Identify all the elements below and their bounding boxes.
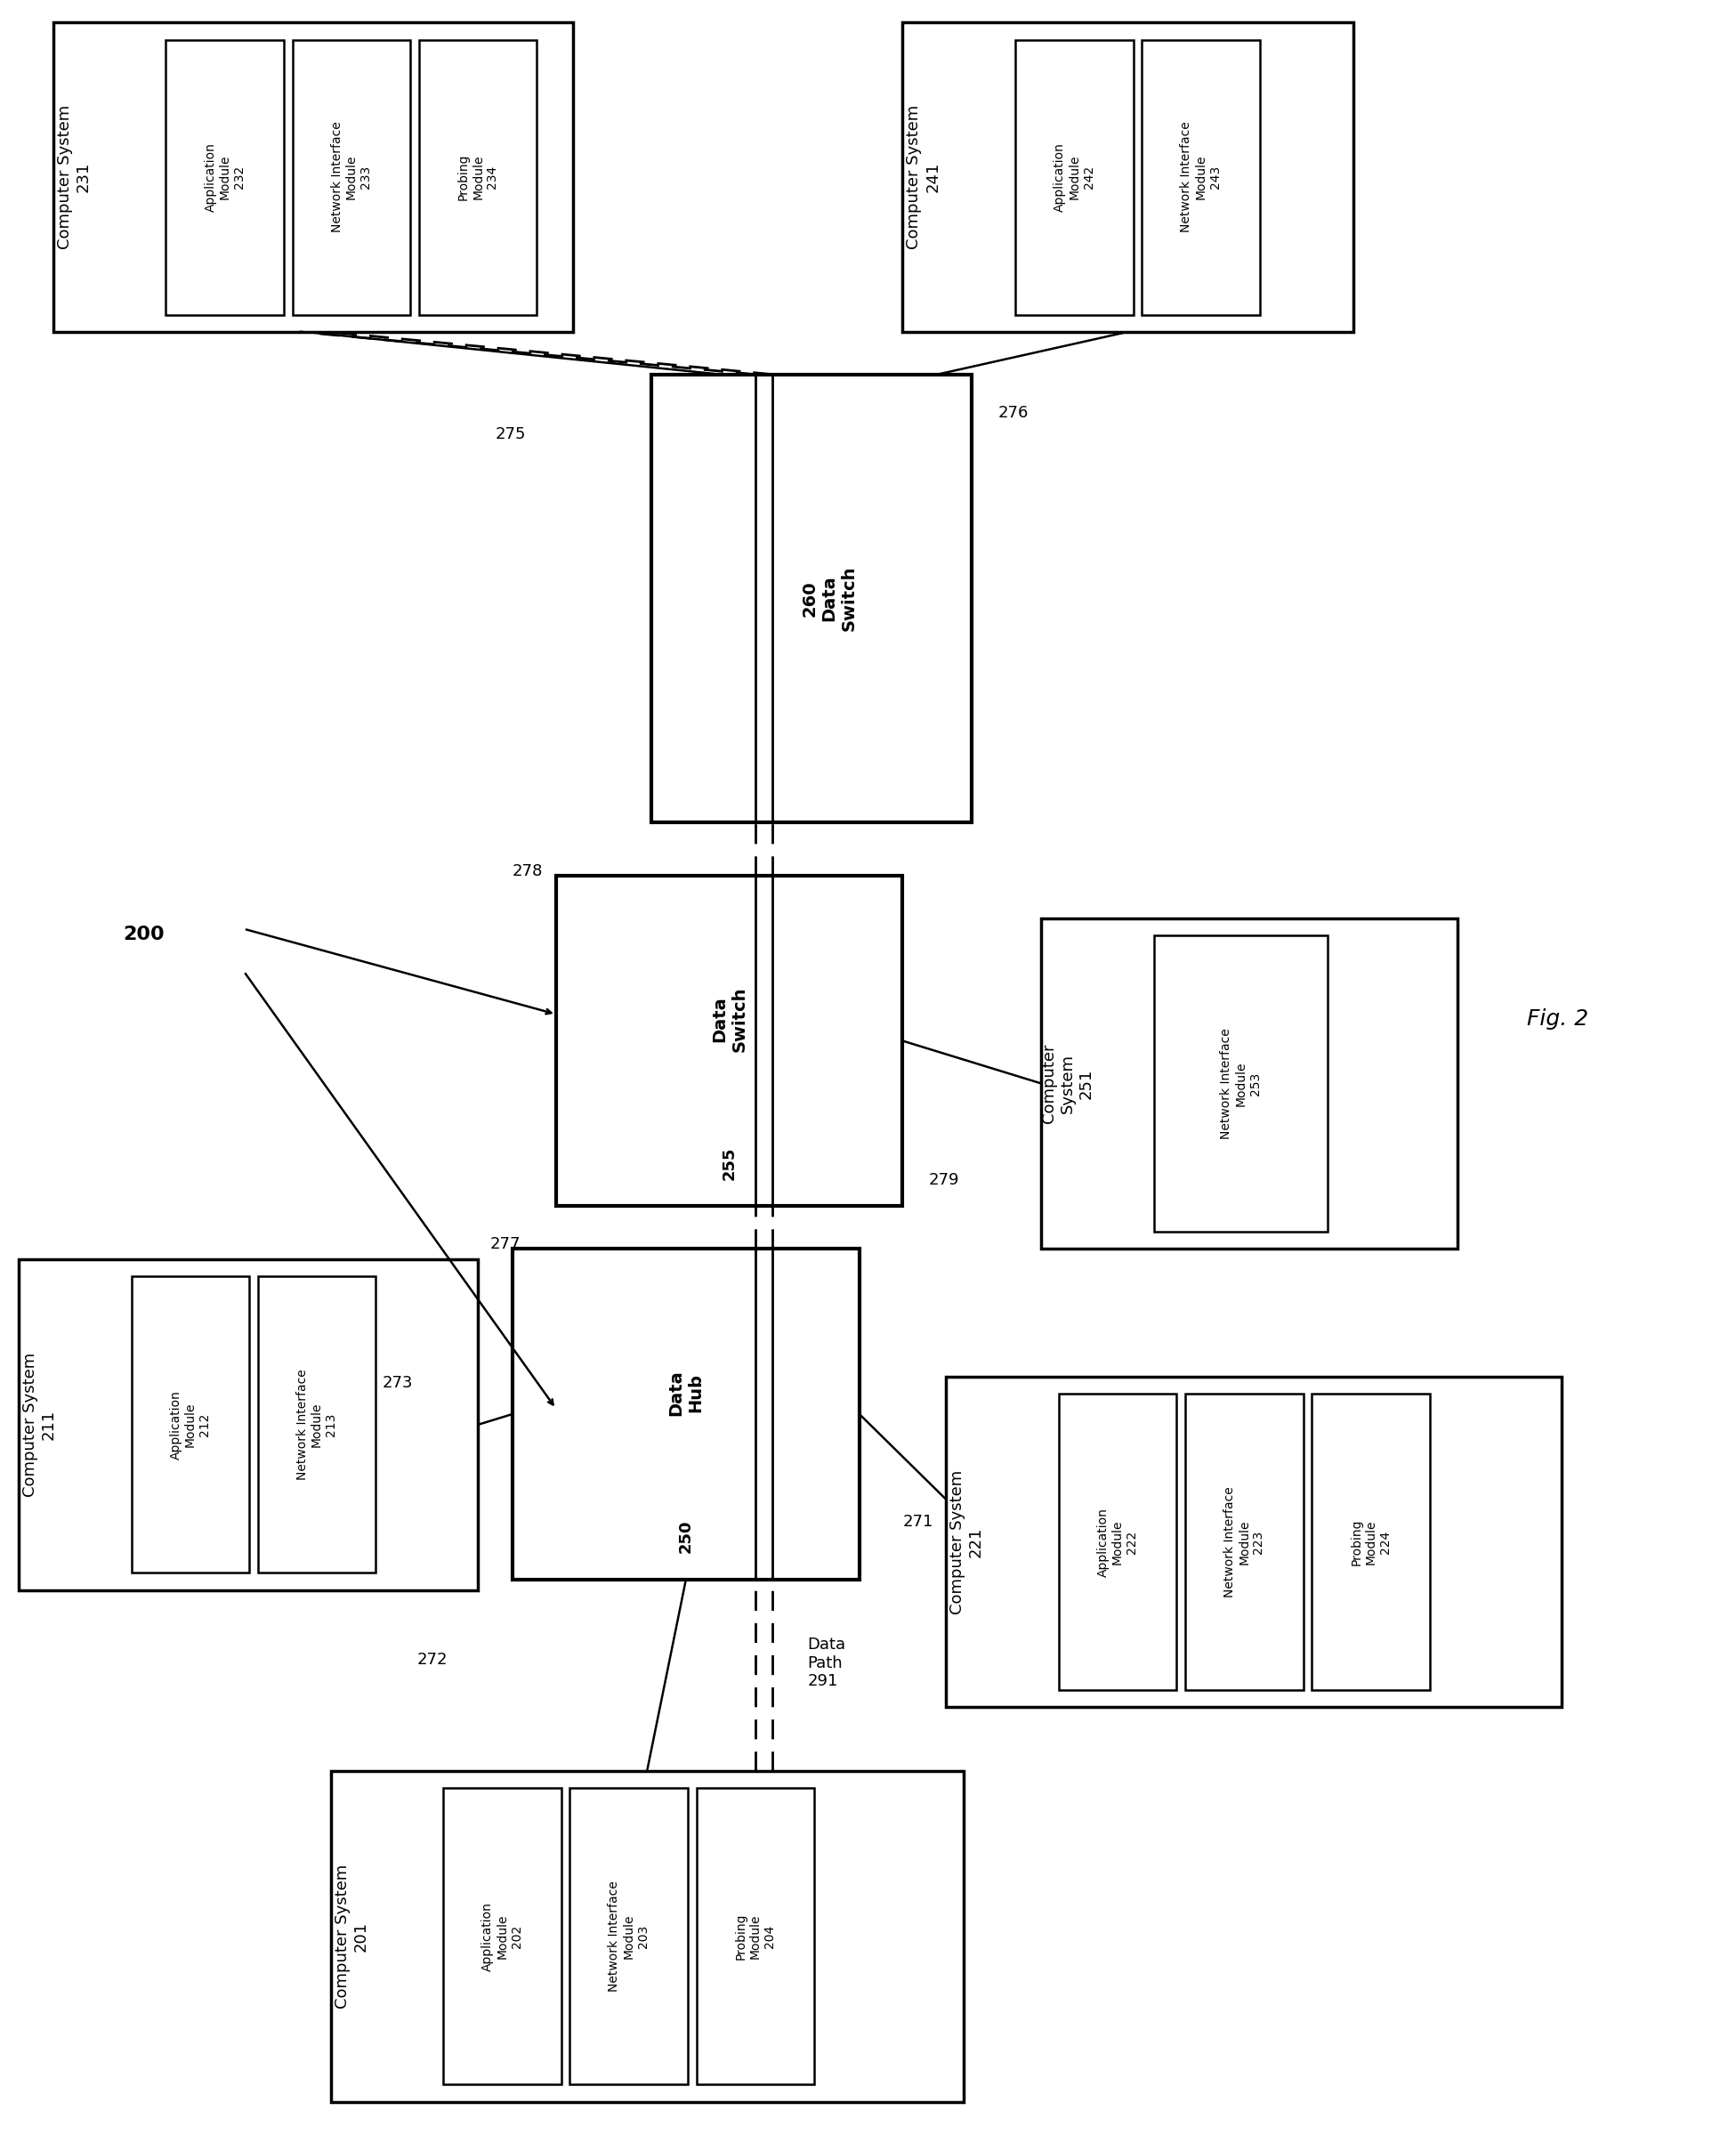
FancyBboxPatch shape <box>19 1260 477 1591</box>
FancyBboxPatch shape <box>292 41 410 314</box>
Text: 200: 200 <box>123 924 165 944</box>
Text: Network Interface
Module
213: Network Interface Module 213 <box>297 1369 337 1480</box>
Text: Data
Switch: Data Switch <box>712 986 748 1053</box>
Text: Computer System
231: Computer System 231 <box>57 105 92 250</box>
Text: Computer System
221: Computer System 221 <box>950 1469 984 1614</box>
Text: Probing
Module
224: Probing Module 224 <box>1351 1518 1391 1565</box>
Text: Data
Hub: Data Hub <box>668 1371 705 1416</box>
Text: Network Interface
Module
203: Network Interface Module 203 <box>608 1881 649 1992</box>
Text: Network Interface
Module
233: Network Interface Module 233 <box>332 122 372 233</box>
Text: 272: 272 <box>417 1652 448 1667</box>
FancyBboxPatch shape <box>1016 41 1134 314</box>
Text: 279: 279 <box>929 1172 960 1189</box>
Text: 255: 255 <box>722 1146 738 1181</box>
Text: Network Interface
Module
243: Network Interface Module 243 <box>1180 122 1222 233</box>
FancyBboxPatch shape <box>556 875 903 1206</box>
Text: 275: 275 <box>495 427 526 442</box>
Text: 273: 273 <box>382 1375 413 1390</box>
FancyBboxPatch shape <box>946 1377 1561 1708</box>
Text: Network Interface
Module
223: Network Interface Module 223 <box>1224 1486 1266 1597</box>
Text: 271: 271 <box>903 1514 934 1529</box>
Text: Fig. 2: Fig. 2 <box>1526 1008 1588 1029</box>
FancyBboxPatch shape <box>443 1789 561 2084</box>
FancyBboxPatch shape <box>569 1789 687 2084</box>
FancyBboxPatch shape <box>54 23 573 331</box>
Text: Data
Path
291: Data Path 291 <box>807 1635 845 1689</box>
FancyBboxPatch shape <box>132 1277 250 1573</box>
Text: Probing
Module
204: Probing Module 204 <box>734 1913 776 1960</box>
Text: Application
Module
242: Application Module 242 <box>1054 143 1095 211</box>
Text: 277: 277 <box>490 1236 521 1253</box>
Text: Application
Module
212: Application Module 212 <box>170 1390 210 1460</box>
FancyBboxPatch shape <box>1042 918 1458 1249</box>
FancyBboxPatch shape <box>1312 1394 1430 1691</box>
Text: 250: 250 <box>679 1520 694 1554</box>
FancyBboxPatch shape <box>259 1277 375 1573</box>
FancyBboxPatch shape <box>651 374 972 822</box>
FancyBboxPatch shape <box>418 41 536 314</box>
Text: Network Interface
Module
253: Network Interface Module 253 <box>1220 1027 1262 1138</box>
FancyBboxPatch shape <box>696 1789 814 2084</box>
Text: Computer
System
251: Computer System 251 <box>1042 1044 1094 1123</box>
FancyBboxPatch shape <box>1142 41 1260 314</box>
Text: Computer System
211: Computer System 211 <box>23 1351 57 1497</box>
FancyBboxPatch shape <box>167 41 283 314</box>
FancyBboxPatch shape <box>1154 935 1328 1232</box>
Text: Computer System
241: Computer System 241 <box>906 105 941 250</box>
Text: Application
Module
202: Application Module 202 <box>481 1902 523 1971</box>
Text: Application
Module
222: Application Module 222 <box>1097 1507 1139 1576</box>
FancyBboxPatch shape <box>330 1772 963 2101</box>
Text: Computer System
201: Computer System 201 <box>333 1864 368 2009</box>
FancyBboxPatch shape <box>512 1249 859 1580</box>
FancyBboxPatch shape <box>1186 1394 1304 1691</box>
Text: 278: 278 <box>512 863 543 880</box>
Text: 260
Data
Switch: 260 Data Switch <box>800 566 858 632</box>
Text: Probing
Module
234: Probing Module 234 <box>457 154 498 201</box>
Text: Application
Module
232: Application Module 232 <box>205 143 245 211</box>
FancyBboxPatch shape <box>1059 1394 1177 1691</box>
FancyBboxPatch shape <box>903 23 1354 331</box>
Text: 276: 276 <box>998 406 1029 421</box>
